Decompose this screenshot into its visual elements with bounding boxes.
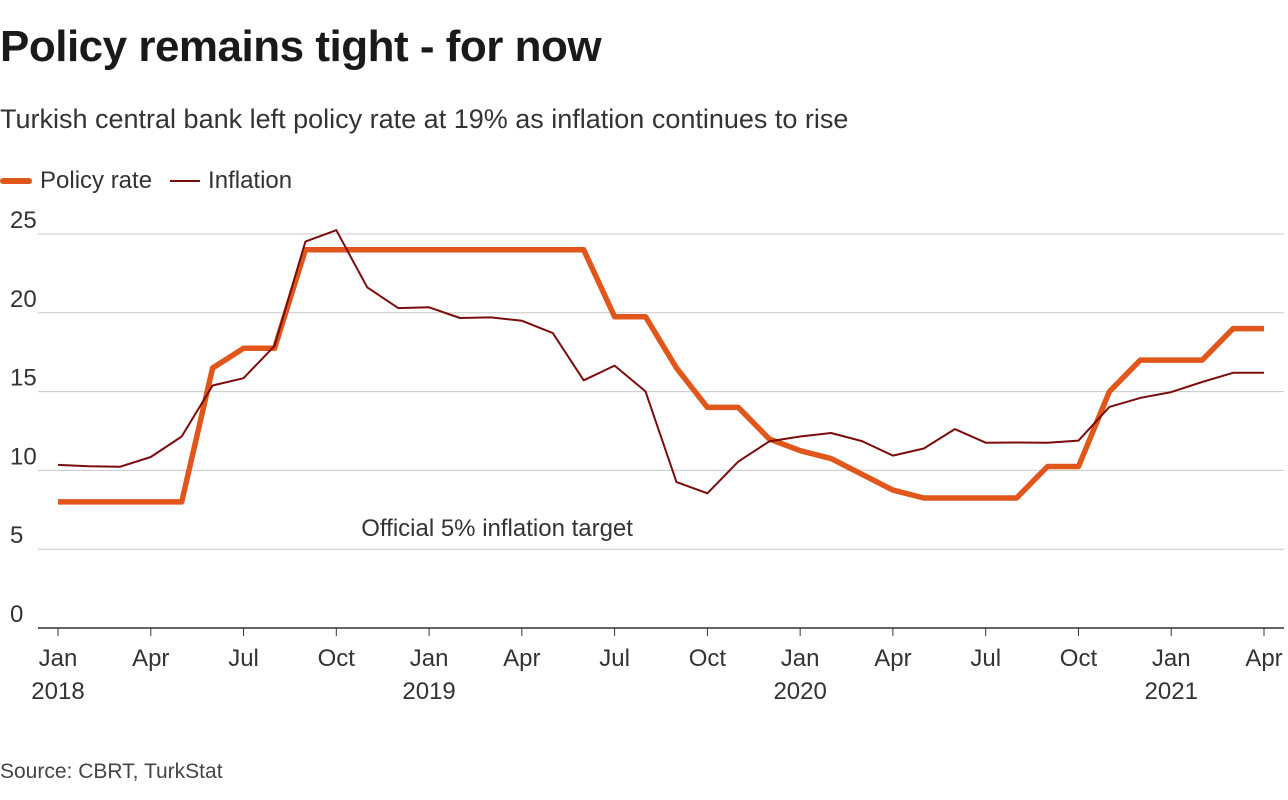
y-tick-label: 0 [10,601,23,628]
y-tick-label: 25 [10,207,37,234]
x-tick-label: Oct [318,645,356,672]
x-tick-label: Jan [39,645,78,672]
x-tick-year-label: 2020 [773,678,826,705]
x-tick-label: Apr [874,645,911,672]
x-tick-label: Apr [132,645,169,672]
x-tick-label: Jan [781,645,820,672]
y-tick-label: 10 [10,443,37,470]
legend: Policy rate Inflation [0,167,292,195]
y-axis-ticks: 0 5 10 15 20 25 [10,207,37,628]
target-annotation: Official 5% inflation target [361,515,633,542]
x-tick-label: Oct [689,645,727,672]
x-tick-label: Apr [503,645,540,672]
series-lines [57,229,1264,505]
chart-subtitle: Turkish central bank left policy rate at… [0,104,849,134]
inflation-line [57,229,1264,495]
chart-title: Policy remains tight - for now [0,22,602,71]
legend-swatch-policy-rate [0,178,32,184]
x-tick-label: Jan [410,645,449,672]
policy-rate-line [58,247,1264,505]
legend-label-policy-rate: Policy rate [40,167,153,194]
x-tick-label: Jul [228,645,259,672]
y-tick-label: 15 [10,365,37,392]
x-tick-year-label: 2018 [31,678,84,705]
grid [38,233,1284,629]
source-note: Source: CBRT, TurkStat [0,760,223,783]
x-tick-label: Apr [1245,645,1282,672]
x-tick-label: Jan [1152,645,1191,672]
y-tick-label: 5 [10,522,23,549]
x-tick-label: Jul [970,645,1001,672]
legend-swatch-inflation [170,180,201,182]
x-tick-year-label: 2019 [402,678,455,705]
y-tick-label: 20 [10,286,37,313]
x-tick-year-label: 2021 [1145,678,1198,705]
x-tick-label: Jul [599,645,630,672]
x-axis-ticks: Jan 2018 Apr Jul Oct Jan 2019 Apr Jul Oct Jan 2020 A… [31,628,1283,705]
legend-label-inflation: Inflation [208,167,293,194]
x-tick-label: Oct [1060,645,1098,672]
line-chart: 0 5 10 15 20 25 Jan 2018 Apr Jul Oct Jan 2019 Apr Jul… [10,207,1284,705]
